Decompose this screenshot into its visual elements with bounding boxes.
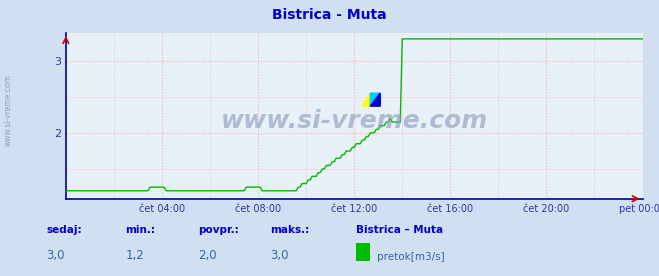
Polygon shape: [362, 93, 370, 106]
Text: maks.:: maks.:: [270, 225, 310, 235]
Text: 1,2: 1,2: [125, 249, 144, 262]
Text: Bistrica - Muta: Bistrica - Muta: [272, 8, 387, 22]
Polygon shape: [370, 93, 380, 106]
Text: pretok[m3/s]: pretok[m3/s]: [377, 252, 445, 262]
Text: 3,0: 3,0: [270, 249, 289, 262]
Text: 2,0: 2,0: [198, 249, 216, 262]
Text: sedaj:: sedaj:: [46, 225, 82, 235]
Text: www.si-vreme.com: www.si-vreme.com: [4, 75, 13, 146]
Text: www.si-vreme.com: www.si-vreme.com: [221, 109, 488, 133]
Polygon shape: [370, 93, 380, 106]
Text: Bistrica – Muta: Bistrica – Muta: [356, 225, 443, 235]
Text: povpr.:: povpr.:: [198, 225, 239, 235]
Text: 3,0: 3,0: [46, 249, 65, 262]
Text: min.:: min.:: [125, 225, 156, 235]
